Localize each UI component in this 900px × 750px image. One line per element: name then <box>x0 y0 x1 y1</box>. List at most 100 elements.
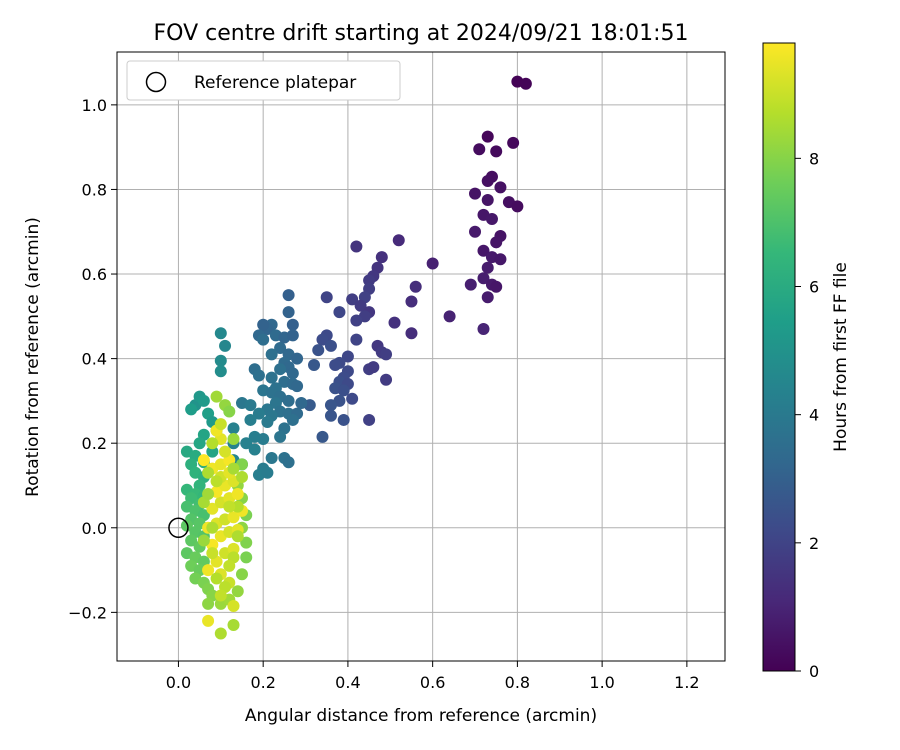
data-point <box>324 339 337 352</box>
colorbar: 0 2 4 6 8 Hours from first FF file <box>762 42 851 681</box>
data-point <box>202 614 215 627</box>
colorbar-ticks: 0 2 4 6 8 <box>795 149 819 681</box>
data-point <box>469 225 482 238</box>
data-point <box>490 236 503 249</box>
data-point <box>477 323 490 336</box>
data-point <box>202 466 215 479</box>
data-point <box>206 445 219 458</box>
data-point <box>295 397 308 410</box>
data-point <box>350 314 363 327</box>
data-point <box>261 466 274 479</box>
x-tick-label: 1.2 <box>674 673 699 692</box>
y-tick-label: 0.8 <box>82 180 107 199</box>
data-point <box>206 521 219 534</box>
data-point <box>363 274 376 287</box>
data-point <box>308 358 321 371</box>
data-point <box>274 363 287 376</box>
y-tick-label: 0.6 <box>82 265 107 284</box>
data-point <box>248 430 261 443</box>
data-point <box>282 394 295 407</box>
x-tick-label: 0.6 <box>420 673 445 692</box>
data-point <box>354 299 367 312</box>
data-point <box>235 471 248 484</box>
data-point <box>443 310 456 323</box>
data-point <box>231 530 244 543</box>
data-point <box>494 181 507 194</box>
data-point <box>405 327 418 340</box>
data-point <box>363 413 376 426</box>
data-point <box>316 333 329 346</box>
data-point <box>235 568 248 581</box>
data-point <box>227 619 240 632</box>
data-point <box>202 487 215 500</box>
data-point <box>223 405 236 418</box>
data-point <box>261 416 274 429</box>
data-point <box>274 430 287 443</box>
data-point <box>494 253 507 266</box>
data-point <box>248 443 261 456</box>
data-point <box>252 407 265 420</box>
data-point <box>214 327 227 340</box>
data-point <box>481 291 494 304</box>
data-point <box>185 534 198 547</box>
colorbar-label: Hours from first FF file <box>831 262 851 452</box>
data-point <box>214 589 227 602</box>
data-point <box>507 136 520 149</box>
y-tick-label: 0.4 <box>82 350 107 369</box>
data-point <box>286 329 299 342</box>
reference-marker <box>168 517 189 539</box>
data-point <box>223 559 236 572</box>
data-point <box>210 572 223 585</box>
y-axis-label: Rotation from reference (arcmin) <box>23 217 43 497</box>
data-point <box>511 200 524 213</box>
legend-marker-icon <box>145 71 167 93</box>
data-point <box>392 234 405 247</box>
data-point <box>210 390 223 403</box>
data-point <box>185 403 198 416</box>
data-point <box>206 502 219 515</box>
data-point <box>244 413 257 426</box>
data-point <box>477 272 490 285</box>
data-point <box>219 445 232 458</box>
data-point <box>282 289 295 302</box>
data-point <box>274 342 287 355</box>
data-point <box>286 318 299 331</box>
y-tick-label: 0.0 <box>82 519 107 538</box>
data-point <box>197 534 210 547</box>
data-point <box>333 306 346 319</box>
data-point <box>240 437 253 450</box>
data-point <box>341 350 354 363</box>
data-point <box>206 437 219 450</box>
data-point <box>481 130 494 143</box>
data-point <box>346 293 359 306</box>
data-points <box>180 75 532 640</box>
data-point <box>282 456 295 469</box>
chart-title: FOV centre drift starting at 2024/09/21 … <box>154 21 689 46</box>
data-point <box>223 500 236 513</box>
data-point <box>180 519 193 532</box>
data-point <box>202 564 215 577</box>
data-point <box>380 373 393 386</box>
data-point <box>346 392 359 405</box>
colorbar-tick-label: 0 <box>809 662 819 681</box>
data-point <box>337 413 350 426</box>
data-point <box>324 409 337 422</box>
data-point <box>214 365 227 378</box>
data-point <box>257 318 270 331</box>
data-point <box>227 542 240 555</box>
y-tick-label: −0.2 <box>68 603 107 622</box>
x-tick-label: 0.4 <box>335 673 360 692</box>
data-point <box>316 430 329 443</box>
colorbar-gradient <box>762 42 796 672</box>
plot-frame <box>116 51 726 662</box>
data-point <box>469 187 482 200</box>
data-point <box>214 354 227 367</box>
x-tick-label: 0.2 <box>250 673 275 692</box>
y-axis-ticks: −0.2 0.0 0.2 0.4 0.6 0.8 1.0 <box>68 96 117 622</box>
data-point <box>227 462 240 475</box>
data-point <box>257 333 270 346</box>
x-axis-ticks: 0.0 0.2 0.4 0.6 0.8 1.0 1.2 <box>166 661 700 692</box>
colorbar-tick-label: 2 <box>809 534 819 553</box>
data-point <box>231 500 244 513</box>
